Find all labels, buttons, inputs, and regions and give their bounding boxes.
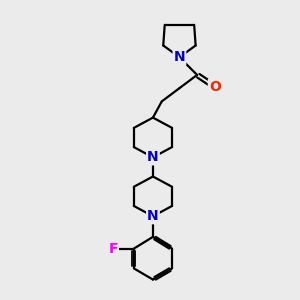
Text: F: F xyxy=(108,242,118,256)
Text: N: N xyxy=(147,150,159,164)
Text: O: O xyxy=(209,80,221,94)
Text: N: N xyxy=(174,50,185,64)
Text: N: N xyxy=(147,209,159,223)
